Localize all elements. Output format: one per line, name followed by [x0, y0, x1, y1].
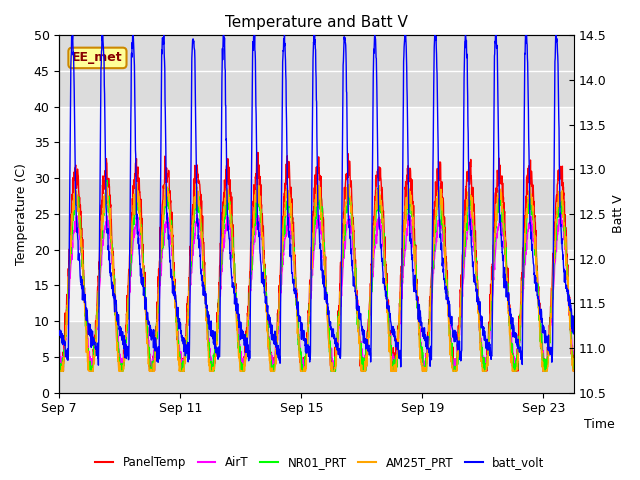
Text: EE_met: EE_met	[72, 51, 123, 64]
Bar	[60, 321, 573, 393]
Bar	[60, 36, 573, 107]
Y-axis label: Batt V: Batt V	[612, 194, 625, 233]
Bar	[60, 178, 573, 250]
Legend: PanelTemp, AirT, NR01_PRT, AM25T_PRT, batt_volt: PanelTemp, AirT, NR01_PRT, AM25T_PRT, ba…	[91, 452, 549, 474]
Title: Temperature and Batt V: Temperature and Batt V	[225, 15, 408, 30]
Y-axis label: Temperature (C): Temperature (C)	[15, 163, 28, 265]
X-axis label: Time: Time	[584, 418, 615, 431]
